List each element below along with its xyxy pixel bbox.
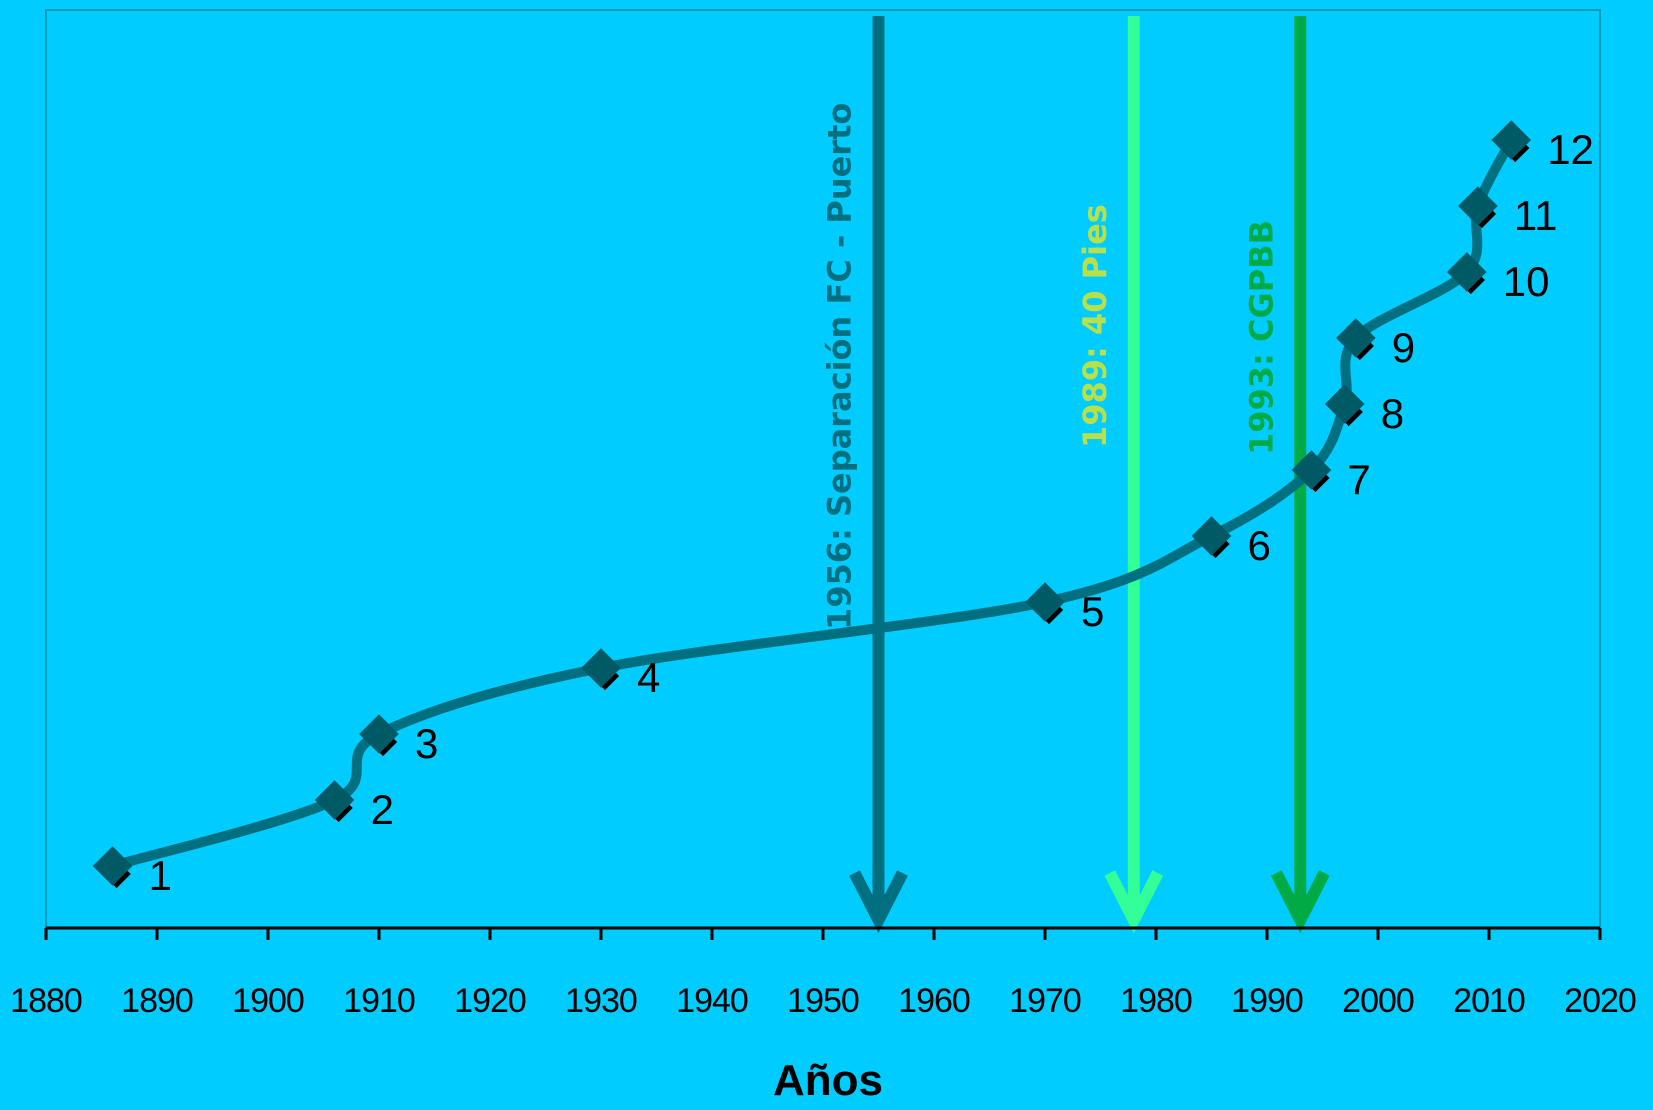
x-axis-title: Años: [773, 1056, 883, 1105]
point-label: 4: [637, 654, 660, 701]
x-tick-label: 1990: [1231, 982, 1303, 1020]
point-label: 5: [1081, 588, 1104, 635]
marker-diamond: [1191, 516, 1232, 556]
event-arrow-head: [1270, 870, 1330, 934]
marker-diamond: [1324, 384, 1365, 424]
event-label: 1989: 40 Pies: [1076, 204, 1114, 448]
event-arrow-head: [849, 870, 908, 934]
event-marker: 1956: Separación FC - Puerto: [821, 16, 908, 934]
marker-diamond: [92, 846, 133, 886]
x-tick-label: 1920: [454, 982, 526, 1020]
x-tick-label: 2010: [1453, 982, 1525, 1020]
x-tick-label: 1880: [10, 982, 82, 1020]
point-label: 12: [1547, 126, 1594, 173]
data-point: [359, 714, 399, 757]
marker-diamond: [1491, 120, 1531, 160]
data-point: [1025, 582, 1065, 625]
marker-diamond: [314, 780, 355, 820]
point-label: 6: [1248, 522, 1271, 569]
x-tick-label: 2020: [1564, 982, 1636, 1020]
event-label: 1956: Separación FC - Puerto: [821, 103, 859, 630]
event-label: 1993: CGPBB: [1242, 220, 1280, 455]
data-point: [92, 846, 133, 889]
series-line: [107, 135, 1517, 871]
data-point: [1324, 384, 1365, 427]
x-tick-label: 1890: [121, 982, 193, 1020]
data-point: [314, 780, 355, 823]
point-label: 1: [149, 852, 172, 899]
data-point: [1458, 186, 1498, 229]
x-tick-label: 2000: [1342, 982, 1414, 1020]
marker-diamond: [1458, 186, 1498, 226]
point-label: 2: [371, 786, 394, 833]
marker-diamond: [359, 714, 399, 754]
x-tick-label: 1930: [565, 982, 637, 1020]
x-tick-label: 1940: [676, 982, 748, 1020]
x-tick-label: 1980: [1120, 982, 1192, 1020]
data-point: [1191, 516, 1232, 559]
point-label: 11: [1514, 192, 1558, 239]
point-label: 9: [1392, 324, 1415, 371]
marker-diamond: [581, 648, 621, 688]
point-label: 8: [1381, 390, 1404, 437]
point-label: 7: [1347, 456, 1370, 503]
data-point: [581, 648, 621, 691]
x-tick-label: 1910: [343, 982, 415, 1020]
event-arrow-head: [1104, 870, 1164, 934]
x-tick-label: 1950: [787, 982, 859, 1020]
x-tick-label: 1900: [232, 982, 304, 1020]
x-tick-label: 1960: [898, 982, 970, 1020]
x-tick-label: 1970: [1009, 982, 1081, 1020]
event-marker: 1989: 40 Pies: [1076, 16, 1164, 934]
point-label: 10: [1503, 258, 1550, 305]
marker-diamond: [1025, 582, 1065, 622]
point-label: 3: [415, 720, 438, 767]
